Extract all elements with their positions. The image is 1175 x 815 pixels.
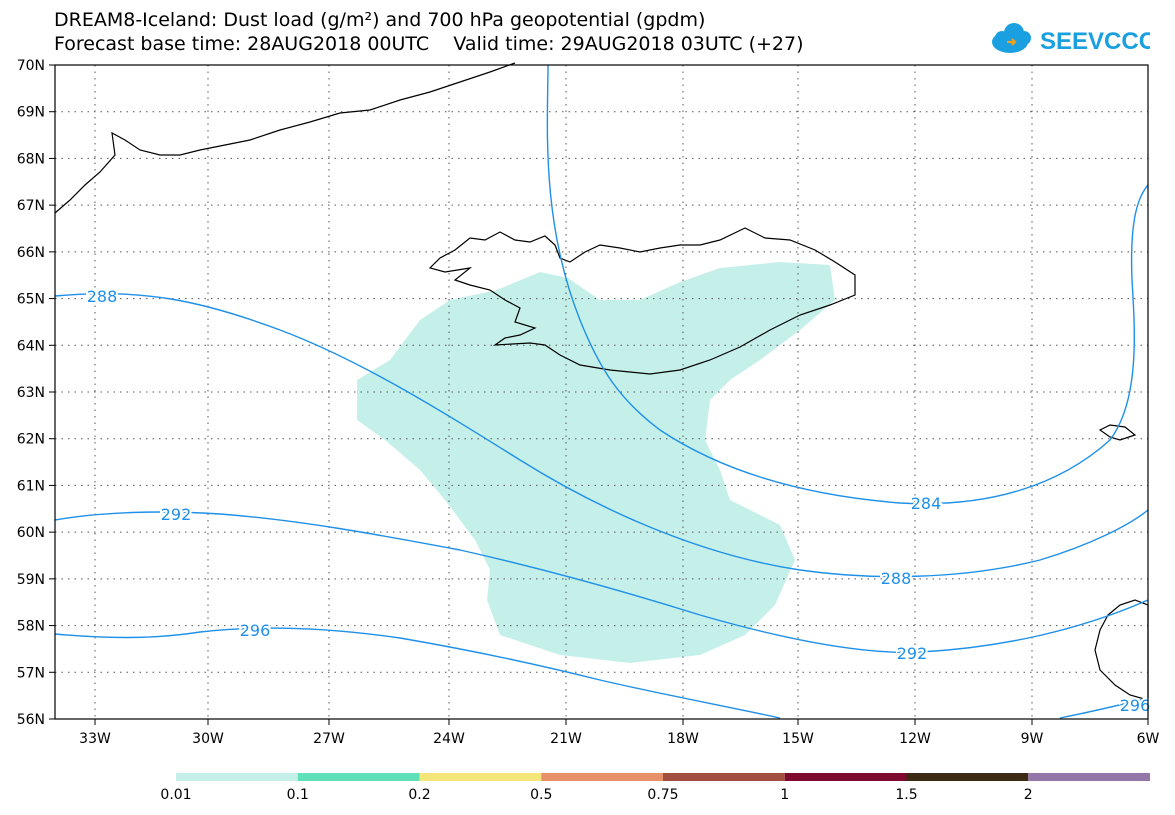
lat-label: 69N <box>17 105 45 121</box>
colorbar-label: 1 <box>780 787 789 803</box>
lon-label: 12W <box>899 731 931 747</box>
scotland-coast <box>1094 599 1149 701</box>
lon-label: 6W <box>1137 731 1160 747</box>
colorbar-label: 0.1 <box>287 787 309 803</box>
colorbar-swatch <box>541 773 663 781</box>
contour-label: 296 <box>1120 696 1151 715</box>
iceland-coast <box>428 227 856 375</box>
coastlines <box>54 62 1149 701</box>
map-axes: 70N 69N 68N 67N 66N 65N 64N 63N 62N 61N 60N 59N 58N 5… <box>17 58 1160 747</box>
colorbar-label: 1.5 <box>895 787 917 803</box>
lat-label: 62N <box>17 432 45 448</box>
colorbar-swatch <box>784 773 907 781</box>
logo-text: SEEVCCC <box>1040 28 1150 55</box>
contour-label: 296 <box>240 621 271 640</box>
contour-label: 284 <box>911 494 942 513</box>
contour-284 <box>546 64 1149 505</box>
lon-label: 21W <box>550 731 582 747</box>
lat-label: 65N <box>17 292 45 308</box>
greenland-coast <box>54 62 516 214</box>
lat-label: 70N <box>17 58 45 74</box>
lon-label: 9W <box>1021 731 1044 747</box>
colorbar-label: 0.5 <box>530 787 552 803</box>
colorbar-label: 0.75 <box>647 787 678 803</box>
colorbar-label: 2 <box>1024 787 1033 803</box>
lat-label: 64N <box>17 338 45 354</box>
colorbar-swatch <box>297 773 420 781</box>
forecast-time-line: Forecast base time: 28AUG2018 00UTC Vali… <box>54 33 804 55</box>
contour-label: 292 <box>897 644 928 663</box>
lat-label: 67N <box>17 198 45 214</box>
lat-label: 56N <box>17 712 45 728</box>
lat-label: 68N <box>17 151 45 167</box>
contour-288-north <box>54 292 1149 578</box>
lat-label: 59N <box>17 572 45 588</box>
colorbar-swatch <box>663 773 785 781</box>
contour-label: 292 <box>161 505 192 524</box>
colorbar-swatch <box>906 773 1029 781</box>
lat-label: 60N <box>17 525 45 541</box>
contour-296 <box>54 627 781 719</box>
lon-label: 24W <box>433 731 465 747</box>
lat-label: 63N <box>17 385 45 401</box>
lat-label: 58N <box>17 619 45 635</box>
colorbar-swatch <box>176 773 298 781</box>
lat-label: 61N <box>17 478 45 494</box>
contour-label: 288 <box>87 287 118 306</box>
cloud-icon <box>992 23 1031 53</box>
seevccc-logo: SEEVCCC <box>992 23 1150 55</box>
lon-label: 15W <box>782 731 814 747</box>
geopotential-contours <box>54 64 1149 719</box>
colorbar-label: 0.01 <box>160 787 191 803</box>
colorbar-label: 0.2 <box>408 787 430 803</box>
lon-label: 27W <box>313 731 345 747</box>
colorbar-swatch <box>419 773 542 781</box>
graticule <box>55 65 1148 719</box>
colorbar: 0.01 0.1 0.2 0.5 0.75 1 1.5 2 <box>160 773 1150 803</box>
lon-label: 33W <box>79 731 111 747</box>
faroe-islands <box>1098 424 1137 441</box>
dust-load-area <box>357 262 835 663</box>
contour-292 <box>54 511 1149 654</box>
lat-label: 66N <box>17 245 45 261</box>
lat-label: 57N <box>17 665 45 681</box>
map-title: DREAM8-Iceland: Dust load (g/m²) and 700… <box>54 9 706 31</box>
contour-labels: 288 284 292 288 296 292 296 <box>85 285 1153 717</box>
colorbar-swatch <box>1028 773 1150 781</box>
lon-label: 30W <box>192 731 224 747</box>
contour-label: 288 <box>881 569 912 588</box>
contour-296-east <box>1059 697 1149 719</box>
lon-label: 18W <box>667 731 699 747</box>
